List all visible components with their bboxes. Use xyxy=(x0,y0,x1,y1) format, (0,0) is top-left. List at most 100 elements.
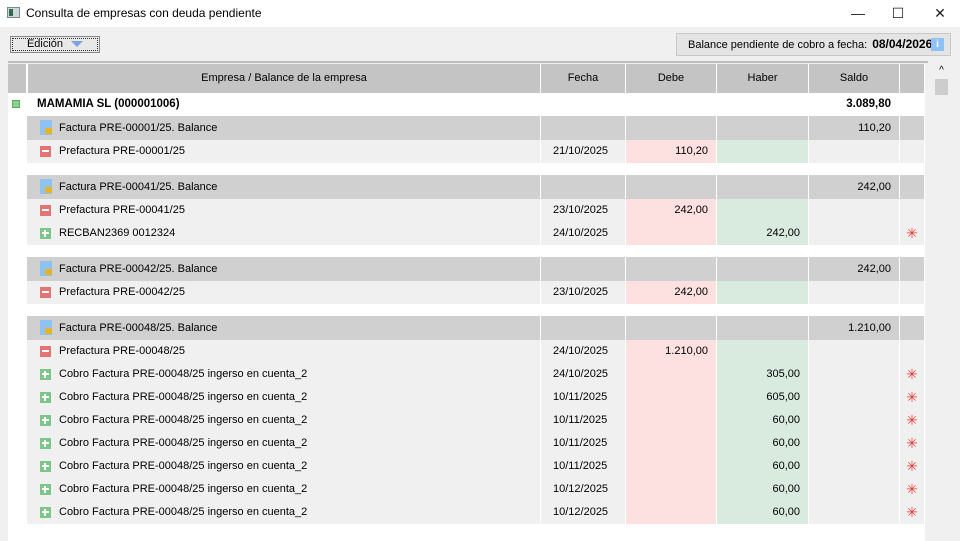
cell-haber xyxy=(717,257,809,281)
cell-fecha xyxy=(541,316,626,340)
edicion-dropdown-button[interactable]: Edición xyxy=(10,36,100,53)
cell-saldo xyxy=(809,455,900,478)
cell-debe xyxy=(626,116,717,140)
minus-icon xyxy=(40,287,51,298)
asterisk-icon: ✳ xyxy=(900,409,925,432)
scroll-up-icon[interactable]: ^ xyxy=(939,65,944,76)
row-label: Prefactura PRE-00048/25 xyxy=(59,345,185,357)
transaction-row[interactable]: Cobro Factura PRE-00048/25 ingerso en cu… xyxy=(27,455,925,478)
column-header-saldo[interactable]: Saldo xyxy=(809,64,900,93)
cell-fecha xyxy=(541,257,626,281)
cell-label: RECBAN2369 0012324 xyxy=(27,222,541,245)
expand-indicator-icon[interactable] xyxy=(12,100,20,108)
asterisk-icon: ✳ xyxy=(900,386,925,409)
row-label: Cobro Factura PRE-00048/25 ingerso en cu… xyxy=(59,437,308,449)
transaction-row[interactable]: Cobro Factura PRE-00048/25 ingerso en cu… xyxy=(27,363,925,386)
row-label: Cobro Factura PRE-00048/25 ingerso en cu… xyxy=(59,414,308,426)
cell-haber: 305,00 xyxy=(717,363,809,386)
row-label: Factura PRE-00042/25. Balance xyxy=(59,263,218,275)
invoice-group-row[interactable]: Factura PRE-00001/25. Balance 110,20 xyxy=(27,116,925,140)
cell-debe xyxy=(626,363,717,386)
column-header-empresa[interactable]: Empresa / Balance de la empresa xyxy=(27,64,541,93)
asterisk-icon: ✳ xyxy=(900,363,925,386)
column-header-debe[interactable]: Debe xyxy=(626,64,717,93)
row-label: Cobro Factura PRE-00048/25 ingerso en cu… xyxy=(59,368,308,380)
cell-haber xyxy=(717,281,809,304)
cell-saldo xyxy=(809,409,900,432)
transaction-row[interactable]: Prefactura PRE-00041/25 23/10/2025 242,00 xyxy=(27,199,925,222)
cell-saldo xyxy=(809,478,900,501)
plus-icon xyxy=(40,415,51,426)
cell-fecha: 24/10/2025 xyxy=(541,222,626,245)
transaction-row[interactable]: Cobro Factura PRE-00048/25 ingerso en cu… xyxy=(27,386,925,409)
cell-haber: 60,00 xyxy=(717,478,809,501)
cell-debe xyxy=(626,409,717,432)
cell-saldo xyxy=(809,363,900,386)
cell-debe: 1.210,00 xyxy=(626,340,717,363)
locked-document-icon xyxy=(40,179,52,194)
cell-mark xyxy=(900,281,925,304)
transaction-row[interactable]: Cobro Factura PRE-00048/25 ingerso en cu… xyxy=(27,501,925,524)
minimize-button[interactable]: — xyxy=(851,5,865,21)
row-label: Prefactura PRE-00041/25 xyxy=(59,204,185,216)
asterisk-icon: ✳ xyxy=(900,501,925,524)
window-title: Consulta de empresas con deuda pendiente xyxy=(26,6,262,20)
info-icon[interactable]: i xyxy=(931,38,944,51)
transaction-row[interactable]: Prefactura PRE-00042/25 23/10/2025 242,00 xyxy=(27,281,925,304)
cell-haber: 242,00 xyxy=(717,222,809,245)
column-header-fecha[interactable]: Fecha xyxy=(541,64,626,93)
plus-icon xyxy=(40,461,51,472)
cell-mark xyxy=(900,140,925,163)
cell-saldo: 242,00 xyxy=(809,175,900,199)
cell-label: Factura PRE-00001/25. Balance xyxy=(27,116,541,140)
cell-saldo: 242,00 xyxy=(809,257,900,281)
maximize-button[interactable]: ☐ xyxy=(891,5,905,21)
balance-date: 08/04/2026 xyxy=(872,37,933,51)
transaction-row[interactable]: Cobro Factura PRE-00048/25 ingerso en cu… xyxy=(27,409,925,432)
cell-label: Cobro Factura PRE-00048/25 ingerso en cu… xyxy=(27,478,541,501)
cell-label: Cobro Factura PRE-00048/25 ingerso en cu… xyxy=(27,363,541,386)
minus-icon xyxy=(40,146,51,157)
cell-mark xyxy=(900,175,925,199)
row-label: Prefactura PRE-00001/25 xyxy=(59,145,185,157)
plus-icon xyxy=(40,438,51,449)
cell-debe: 242,00 xyxy=(626,199,717,222)
cell-mark xyxy=(900,199,925,222)
cell-label: Cobro Factura PRE-00048/25 ingerso en cu… xyxy=(27,432,541,455)
invoice-group-row[interactable]: Factura PRE-00048/25. Balance 1.210,00 xyxy=(27,316,925,340)
row-header-corner xyxy=(8,64,27,93)
cell-debe xyxy=(626,316,717,340)
scrollbar-thumb[interactable] xyxy=(935,79,948,95)
transaction-row[interactable]: RECBAN2369 0012324 24/10/2025 242,00 ✳ xyxy=(27,222,925,245)
vertical-scrollbar[interactable]: ^ xyxy=(933,64,950,541)
app-icon xyxy=(7,7,20,18)
cell-fecha: 10/11/2025 xyxy=(541,386,626,409)
transaction-row[interactable]: Prefactura PRE-00048/25 24/10/2025 1.210,0… xyxy=(27,340,925,363)
minus-icon xyxy=(40,346,51,357)
cell-haber xyxy=(717,199,809,222)
cell-saldo xyxy=(809,340,900,363)
cell-haber xyxy=(717,316,809,340)
cell-saldo xyxy=(809,281,900,304)
balance-label: Balance pendiente de cobro a fecha: xyxy=(688,39,868,51)
cell-haber: 60,00 xyxy=(717,432,809,455)
cell-label: Cobro Factura PRE-00048/25 ingerso en cu… xyxy=(27,501,541,524)
cell-debe: 110,20 xyxy=(626,140,717,163)
invoice-group-row[interactable]: Factura PRE-00041/25. Balance 242,00 xyxy=(27,175,925,199)
invoice-group-row[interactable]: Factura PRE-00042/25. Balance 242,00 xyxy=(27,257,925,281)
close-button[interactable]: ✕ xyxy=(934,5,946,21)
column-header-haber[interactable]: Haber xyxy=(717,64,809,93)
cell-haber xyxy=(717,175,809,199)
cell-fecha: 23/10/2025 xyxy=(541,199,626,222)
transaction-row[interactable]: Cobro Factura PRE-00048/25 ingerso en cu… xyxy=(27,478,925,501)
company-row[interactable]: MAMAMIA SL (000001006) 3.089,80 xyxy=(8,93,925,116)
cell-fecha: 10/11/2025 xyxy=(541,455,626,478)
transaction-row[interactable]: Prefactura PRE-00001/25 21/10/2025 110,20 xyxy=(27,140,925,163)
cell-mark xyxy=(900,340,925,363)
cell-haber: 60,00 xyxy=(717,455,809,478)
cell-label: Cobro Factura PRE-00048/25 ingerso en cu… xyxy=(27,386,541,409)
cell-label: Cobro Factura PRE-00048/25 ingerso en cu… xyxy=(27,409,541,432)
transaction-row[interactable]: Cobro Factura PRE-00048/25 ingerso en cu… xyxy=(27,432,925,455)
plus-icon xyxy=(40,484,51,495)
plus-icon xyxy=(40,507,51,518)
